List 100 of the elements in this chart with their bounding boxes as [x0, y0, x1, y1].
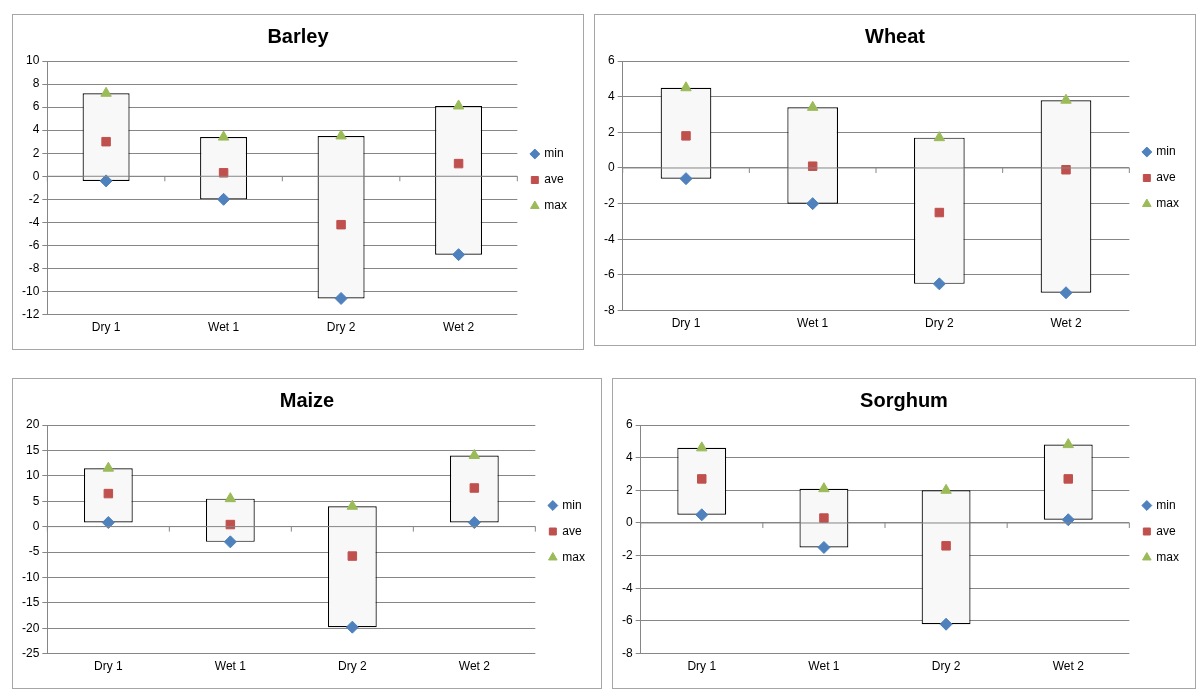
y-tick-label: -8 — [28, 260, 40, 275]
chart-title: Barley — [267, 24, 330, 47]
point — [940, 483, 952, 494]
y-tick-label: 0 — [607, 160, 615, 175]
y-tick-label: 20 — [25, 417, 40, 432]
y-tick-label: 10 — [25, 468, 40, 483]
point — [680, 81, 692, 92]
point — [818, 482, 830, 493]
point — [217, 192, 231, 206]
y-tick-label: 2 — [625, 482, 633, 497]
point — [336, 219, 346, 230]
y-tick-label: 4 — [32, 122, 40, 137]
x-tick-label: Wet 1 — [797, 316, 829, 331]
point — [679, 172, 693, 186]
point — [217, 130, 230, 141]
x-tick-label: Wet 1 — [808, 659, 840, 674]
legend-label: ave — [1156, 170, 1176, 185]
x-tick-label: Dry 2 — [326, 320, 356, 335]
point — [335, 129, 347, 140]
point — [933, 131, 946, 142]
point — [452, 248, 466, 262]
y-tick-label: -15 — [22, 595, 40, 610]
y-tick-label: 2 — [607, 124, 615, 139]
point — [103, 488, 114, 499]
legend-label: ave — [544, 172, 564, 187]
point — [817, 540, 831, 554]
point — [101, 136, 111, 147]
point — [346, 499, 359, 510]
point — [218, 168, 229, 178]
legend-label: max — [1156, 549, 1179, 564]
y-tick-label: -4 — [28, 214, 40, 229]
point — [941, 541, 951, 551]
y-tick-label: -4 — [604, 231, 615, 246]
x-tick-label: Dry 2 — [925, 316, 954, 331]
point — [806, 100, 819, 111]
legend-label: max — [562, 549, 585, 564]
y-tick-label: -6 — [604, 267, 615, 282]
point — [1061, 165, 1071, 175]
y-tick-label: 0 — [625, 515, 633, 530]
x-tick-label: Dry 2 — [338, 659, 367, 674]
point — [932, 277, 946, 291]
x-tick-label: Wet 2 — [1050, 316, 1082, 331]
legend-label: min — [1156, 144, 1176, 159]
y-tick-label: -6 — [28, 237, 40, 252]
y-tick-label: 4 — [625, 449, 633, 464]
x-tick-label: Wet 1 — [208, 320, 240, 335]
y-tick-label: 6 — [625, 417, 633, 432]
point — [334, 291, 348, 305]
point — [1062, 438, 1074, 449]
point — [223, 535, 237, 549]
point — [939, 617, 953, 631]
point — [102, 461, 115, 472]
x-tick-label: Dry 1 — [671, 316, 701, 331]
y-tick-label: -20 — [22, 620, 40, 635]
x-tick-label: Dry 1 — [94, 659, 123, 674]
point — [468, 448, 481, 459]
point — [806, 197, 820, 211]
x-tick-label: Wet 2 — [1052, 659, 1085, 674]
legend-label: min — [544, 146, 564, 161]
chart-title: Wheat — [865, 24, 926, 47]
point — [695, 508, 709, 522]
point — [1060, 93, 1072, 104]
y-tick-label: 2 — [32, 145, 40, 160]
y-tick-label: 6 — [607, 53, 615, 68]
y-tick-label: -2 — [28, 191, 40, 206]
legend-label: max — [544, 198, 567, 213]
point — [1063, 474, 1073, 484]
point — [345, 620, 359, 634]
x-tick-label: Wet 2 — [458, 659, 491, 674]
point — [99, 174, 113, 188]
x-tick-label: Dry 1 — [91, 320, 121, 335]
x-tick-label: Dry 1 — [687, 659, 717, 674]
y-tick-label: -6 — [622, 613, 633, 628]
point — [101, 516, 115, 530]
chart-title: Sorghum — [860, 388, 948, 411]
point — [347, 551, 358, 561]
y-tick-label: -25 — [22, 645, 40, 660]
point — [697, 474, 707, 484]
y-tick-label: 8 — [32, 76, 40, 91]
y-tick-label: -10 — [22, 283, 40, 298]
point — [453, 158, 464, 169]
y-tick-label: 0 — [32, 168, 40, 183]
point — [819, 513, 829, 523]
y-tick-label: -8 — [622, 645, 633, 660]
legend-label: ave — [1156, 523, 1176, 538]
point — [224, 492, 237, 503]
y-tick-label: 4 — [607, 88, 615, 103]
point — [225, 519, 236, 530]
legend-label: ave — [562, 523, 582, 538]
y-tick-label: 6 — [32, 99, 40, 114]
y-tick-label: -4 — [622, 580, 633, 595]
point — [807, 161, 818, 171]
y-tick-label: -2 — [622, 547, 633, 562]
chart-title: Maize — [279, 388, 335, 411]
y-tick-label: -5 — [28, 544, 40, 559]
y-tick-label: -12 — [22, 306, 40, 321]
y-tick-label: 10 — [25, 53, 40, 68]
x-tick-label: Wet 1 — [214, 659, 247, 674]
point — [452, 99, 465, 110]
y-tick-label: -10 — [22, 569, 40, 584]
